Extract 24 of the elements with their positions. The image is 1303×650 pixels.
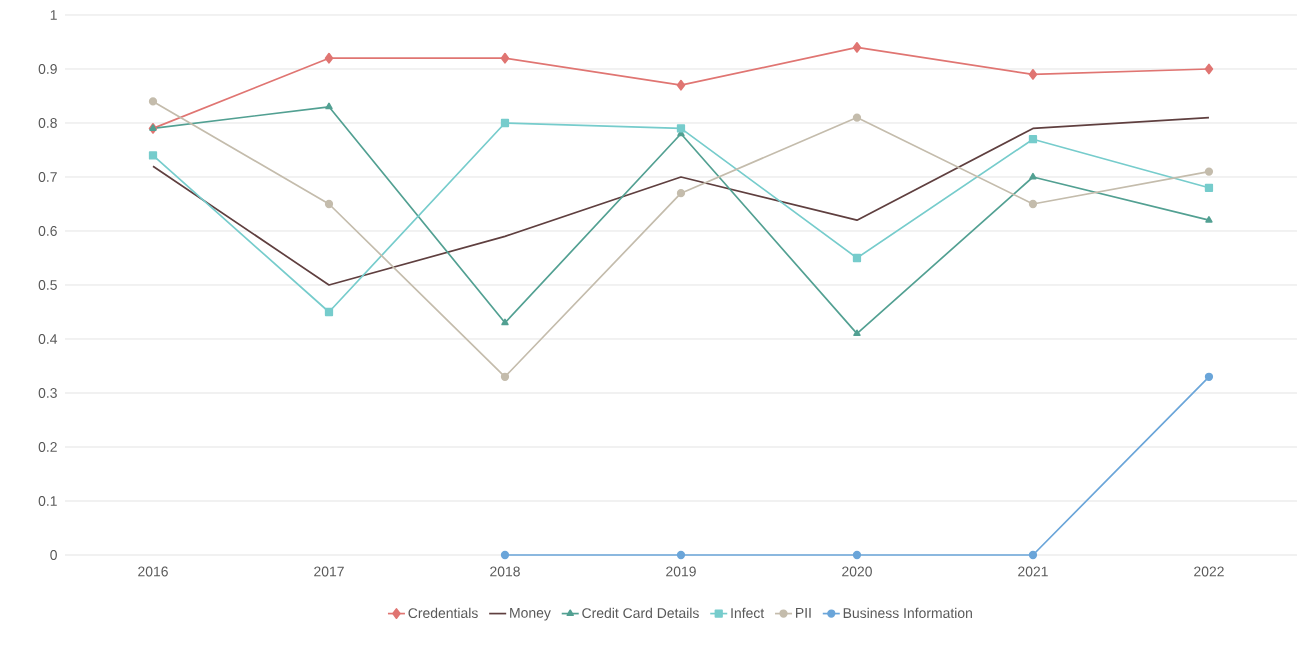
- legend-label: Credentials: [408, 607, 478, 619]
- x-tick-label: 2020: [842, 566, 872, 577]
- y-tick-label: 0.5: [38, 280, 57, 290]
- x-tick-label: 2018: [490, 566, 520, 577]
- x-tick-label: 2019: [666, 566, 696, 577]
- y-tick-label: 0: [50, 550, 57, 560]
- y-tick-label: 0.3: [38, 388, 57, 398]
- legend-label: PII: [796, 608, 811, 618]
- y-tick-label: 0.2: [38, 442, 57, 452]
- x-tick-label: 2016: [138, 566, 168, 577]
- y-tick-label: 0.7: [38, 172, 57, 182]
- legend-label: Infect: [731, 607, 765, 619]
- y-tick-label: 1: [50, 10, 57, 20]
- legend-label: Credit Card Details: [582, 607, 699, 619]
- y-tick-label: 0.8: [38, 118, 57, 128]
- x-tick-label: 2021: [1018, 566, 1048, 577]
- x-tick-label: 2017: [314, 566, 344, 577]
- y-tick-label: 0.1: [38, 496, 57, 506]
- legend-label: Business Information: [843, 607, 972, 619]
- y-tick-label: 0.6: [38, 226, 57, 236]
- legend-label: Money: [510, 608, 551, 621]
- y-tick-label: 0.9: [38, 64, 57, 74]
- y-tick-label: 0.4: [38, 334, 58, 344]
- x-tick-label: 2022: [1194, 566, 1224, 577]
